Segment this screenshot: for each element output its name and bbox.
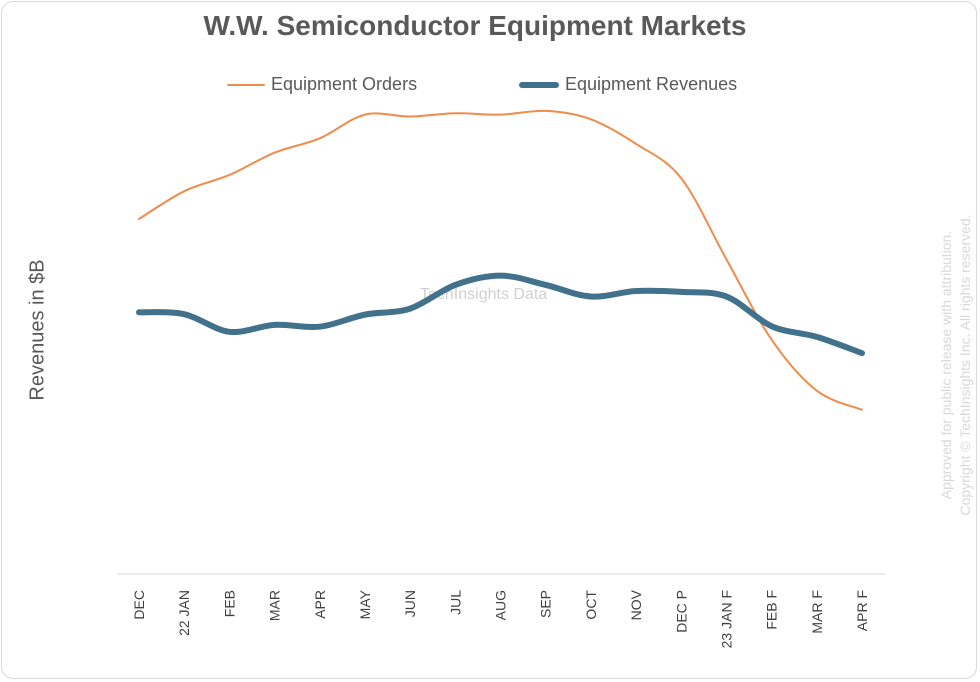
chart-title: W.W. Semiconductor Equipment Markets: [203, 10, 747, 41]
x-tick-label: DEC: [131, 590, 147, 620]
x-tick-label: DEC P: [673, 590, 689, 633]
x-tick-label: OCT: [583, 590, 599, 620]
legend-label-revenues: Equipment Revenues: [565, 74, 738, 94]
x-tick-label: JUL: [447, 590, 463, 615]
legend-swatch-revenues: [519, 81, 559, 88]
x-tick-label: 22 JAN: [176, 590, 192, 636]
x-tick-label: MAR: [267, 590, 283, 621]
x-tick-label: APR F: [854, 590, 870, 631]
legend-swatch-orders: [227, 83, 265, 86]
x-tick-label: SEP: [538, 590, 554, 618]
legend-item-orders: Equipment Orders: [227, 74, 417, 95]
x-tick-label: FEB: [221, 590, 237, 617]
x-tick-label: MAY: [357, 589, 373, 619]
x-tick-label: AUG: [493, 590, 509, 620]
x-tick-label: JUN: [402, 590, 418, 617]
x-tick-label: APR: [312, 590, 328, 619]
x-tick-label: NOV: [628, 589, 644, 620]
watermark: TechInsights Data: [420, 286, 548, 303]
x-tick-label: FEB F: [764, 590, 780, 630]
x-tick-label: 23 JAN F: [718, 590, 734, 648]
legend-label-orders: Equipment Orders: [271, 74, 418, 94]
series-line-equipment-revenues: [136, 272, 865, 357]
series-line-equipment-orders: [138, 109, 863, 411]
x-tick-label: MAR F: [809, 590, 825, 634]
legend-item-revenues: Equipment Revenues: [519, 74, 737, 95]
legend: Equipment Orders Equipment Revenues: [0, 74, 980, 98]
